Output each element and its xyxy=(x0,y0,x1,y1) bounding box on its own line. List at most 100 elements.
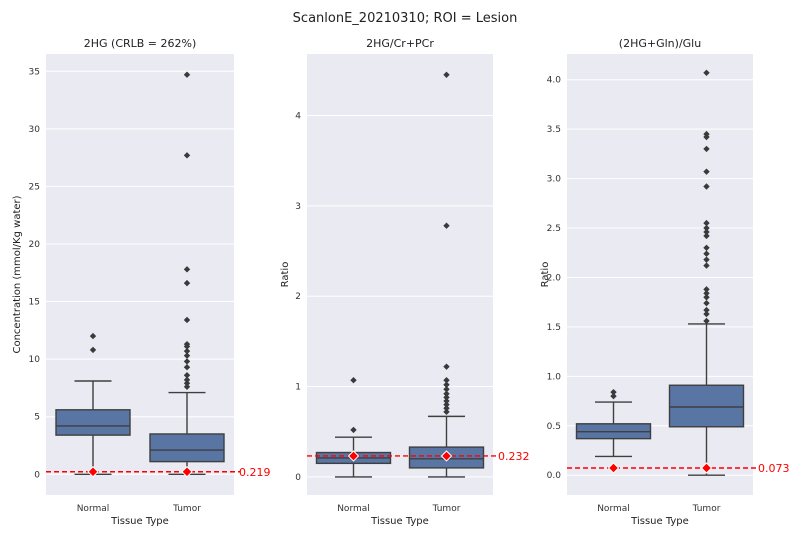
y-tick-label: 2.5 xyxy=(547,224,561,234)
outlier-point xyxy=(703,294,710,301)
x-tick-label: Normal xyxy=(337,504,370,514)
y-tick-label: 20 xyxy=(29,240,41,250)
mean-marker xyxy=(87,466,99,478)
y-tick-label: 1.5 xyxy=(547,323,561,333)
outlier-point xyxy=(183,71,191,78)
outlier-point xyxy=(183,363,191,371)
outlier-point xyxy=(350,426,357,434)
y-tick-label: 4 xyxy=(295,111,301,121)
outlier-point xyxy=(183,358,191,365)
outlier-point xyxy=(703,130,710,138)
y-axis-label: Concentration (mmol/Kg water) xyxy=(12,195,23,353)
box-iqr xyxy=(668,384,745,428)
box-iqr xyxy=(55,409,131,436)
y-tick-label: 30 xyxy=(29,125,41,135)
outlier-point xyxy=(703,228,710,236)
outlier-point xyxy=(703,286,710,293)
outlier-point xyxy=(703,145,710,153)
outlier-point xyxy=(183,152,191,159)
outlier-point xyxy=(183,376,191,384)
outlier-point xyxy=(443,390,450,397)
outlier-point xyxy=(89,332,97,340)
outlier-point xyxy=(703,183,710,190)
y-tick-label: 0 xyxy=(34,470,40,480)
y-tick-label: 25 xyxy=(29,182,40,192)
y-tick-label: 3 xyxy=(295,202,301,212)
y-tick-label: 0.0 xyxy=(547,471,562,481)
mean-marker xyxy=(347,450,360,462)
x-axis-label: Tissue Type xyxy=(370,516,429,527)
outlier-point xyxy=(703,256,710,263)
outlier-point xyxy=(183,380,191,387)
outlier-point xyxy=(183,372,191,379)
outlier-point xyxy=(443,381,450,388)
y-tick-label: 5 xyxy=(34,413,40,423)
outlier-point xyxy=(610,392,617,400)
reference-line-label: 0.219 xyxy=(239,466,271,479)
y-axis-label: Ratio xyxy=(540,262,551,288)
reference-line-label: 0.073 xyxy=(758,462,790,475)
x-tick-label: Normal xyxy=(77,504,110,514)
outlier-point xyxy=(443,397,450,405)
y-tick-label: 0 xyxy=(295,473,301,483)
outlier-point xyxy=(183,352,191,359)
panel-title: 2HG (CRLB = 262%) xyxy=(84,37,197,50)
box-normal xyxy=(55,332,131,475)
panel-1: 0 5 10 15 20 25 30 35 0.219 Normal Tumor 2HG (CRLB … xyxy=(12,37,271,527)
outlier-point xyxy=(703,168,710,175)
y-tick-label: 3.0 xyxy=(547,175,562,185)
panel-title: (2HG+Gln)/Glu xyxy=(619,37,701,50)
outlier-point xyxy=(703,262,710,269)
outlier-point xyxy=(703,219,710,227)
box-tumor xyxy=(668,69,745,476)
outlier-point xyxy=(703,306,710,314)
y-tick-label: 2.0 xyxy=(547,273,562,283)
mean-marker xyxy=(181,466,193,478)
y-tick-label: 4.0 xyxy=(547,76,562,86)
x-axis-label: Tissue Type xyxy=(630,516,689,527)
x-tick-label: Tumor xyxy=(432,504,461,514)
outlier-point xyxy=(443,401,450,408)
reference-line-label: 0.232 xyxy=(498,450,530,463)
panel-3: 0.0 0.5 1.0 1.5 2.0 2.5 3.0 3.5 4.0 0.073 Normal Tu… xyxy=(540,37,790,527)
outlier-point xyxy=(703,244,710,252)
outlier-point xyxy=(703,290,710,297)
outlier-point xyxy=(183,266,191,273)
y-tick-label: 15 xyxy=(29,298,40,308)
x-tick-label: Tumor xyxy=(692,504,721,514)
x-tick-label: Normal xyxy=(597,504,630,514)
box-iqr xyxy=(149,433,225,463)
y-tick-label: 0.5 xyxy=(547,422,561,432)
mean-marker xyxy=(607,462,620,474)
outlier-point xyxy=(703,232,710,240)
outlier-point xyxy=(443,386,450,393)
outlier-point xyxy=(183,279,191,287)
outlier-point xyxy=(443,71,450,78)
outlier-point xyxy=(703,317,710,325)
outlier-point xyxy=(350,377,357,384)
x-axis-label: Tissue Type xyxy=(110,516,169,527)
chart-title: ScanlonE_20210310; ROI = Lesion xyxy=(293,11,518,26)
outlier-point xyxy=(183,383,191,390)
y-axis-label: Ratio xyxy=(280,262,291,288)
outlier-point xyxy=(703,310,710,318)
x-tick-label: Tumor xyxy=(172,504,201,514)
outlier-point xyxy=(183,340,191,348)
outlier-point xyxy=(443,408,450,416)
outlier-point xyxy=(89,346,97,354)
panel-2: 0 1 2 3 4 0.232 Normal Tumor 2HG/Cr+PCr Tissue Ty… xyxy=(280,37,530,527)
outlier-point xyxy=(183,316,191,324)
mean-marker xyxy=(700,462,713,474)
outlier-point xyxy=(443,222,450,229)
box-tumor xyxy=(149,71,225,475)
plot-area xyxy=(307,54,493,495)
outlier-point xyxy=(610,388,617,396)
y-tick-label: 10 xyxy=(29,355,41,365)
outlier-point xyxy=(183,347,191,355)
outlier-point xyxy=(703,299,710,307)
outlier-point xyxy=(443,394,450,401)
y-tick-label: 2 xyxy=(295,292,301,302)
y-tick-label: 1 xyxy=(295,383,301,393)
mean-marker xyxy=(440,450,453,462)
